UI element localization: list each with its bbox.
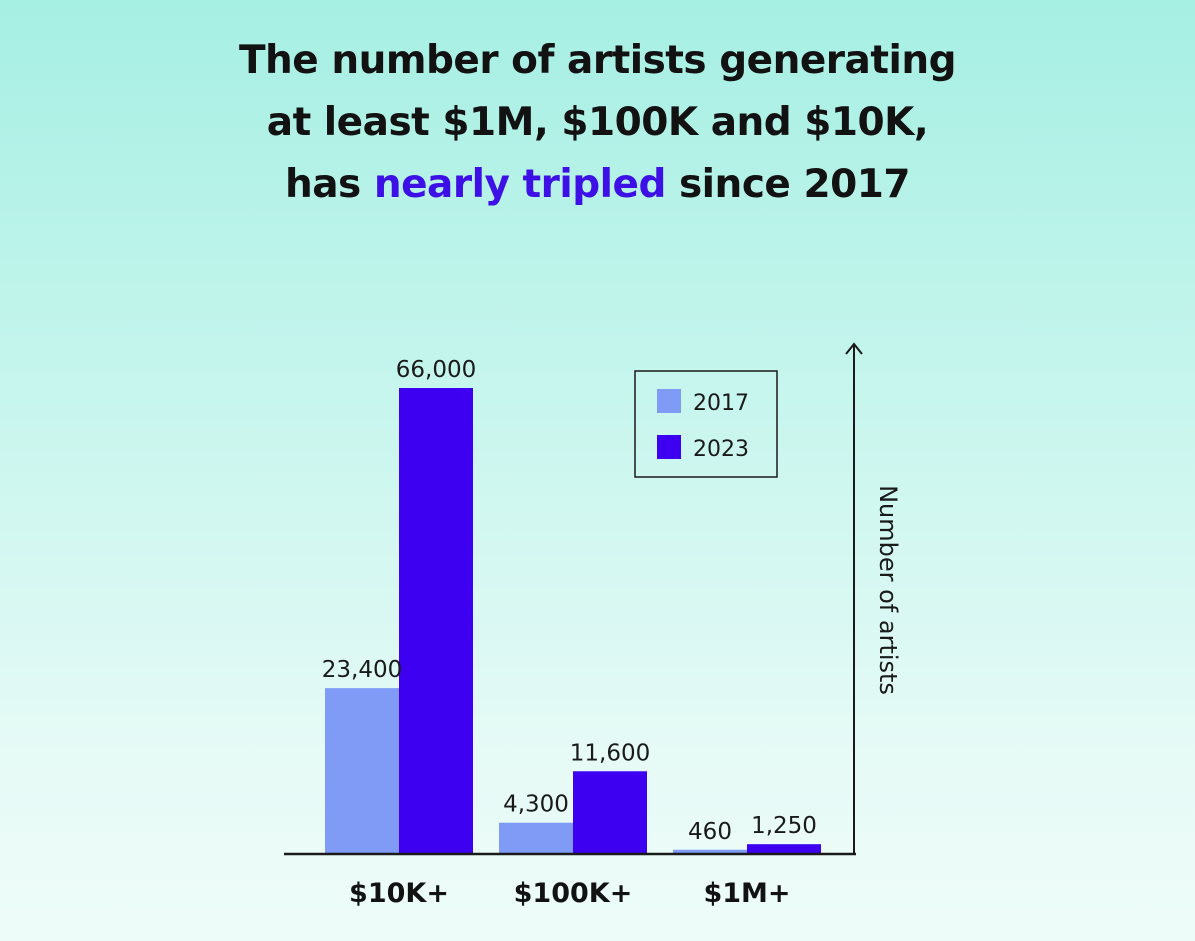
title-line-3-pre: has xyxy=(284,162,374,207)
title-line-2: at least $1M, $100K and $10K, xyxy=(266,100,929,145)
value-label-2017-1: 4,300 xyxy=(503,792,569,818)
value-label-2023-2: 1,250 xyxy=(751,813,817,839)
title-line-3-post: since 2017 xyxy=(665,162,911,207)
legend-label-2023: 2023 xyxy=(693,437,749,462)
value-label-2023-1: 11,600 xyxy=(570,740,650,766)
y-axis-title: Number of artists xyxy=(874,485,902,695)
category-labels-group: $10K+ $100K+ $1M+ xyxy=(349,878,790,909)
bar-2023-0 xyxy=(399,388,473,853)
chart-title: The number of artists generating at leas… xyxy=(0,30,1195,216)
bar-2017-2 xyxy=(673,849,747,853)
bar-2017-1 xyxy=(499,822,573,853)
title-line-1: The number of artists generating xyxy=(238,38,957,83)
value-label-2023-0: 66,000 xyxy=(396,357,476,383)
bar-2023-1 xyxy=(573,771,647,853)
value-label-2017-2: 460 xyxy=(688,819,732,845)
value-label-2017-0: 23,400 xyxy=(322,657,402,683)
bars-group xyxy=(325,388,821,853)
bar-2023-2 xyxy=(747,844,821,853)
category-label-0: $10K+ xyxy=(349,878,449,909)
category-label-2: $1M+ xyxy=(703,878,790,909)
legend-swatch-2017 xyxy=(657,389,681,413)
bar-2017-0 xyxy=(325,688,399,853)
legend-label-2017: 2017 xyxy=(693,391,749,416)
category-label-1: $100K+ xyxy=(514,878,633,909)
legend-box xyxy=(634,370,778,478)
title-line-3: has nearly tripled since 2017 xyxy=(0,154,1195,216)
title-highlight: nearly tripled xyxy=(373,162,667,207)
legend: 2017 2023 xyxy=(634,370,778,478)
y-axis-arrowhead xyxy=(845,342,863,355)
legend-swatch-2023 xyxy=(657,435,681,459)
